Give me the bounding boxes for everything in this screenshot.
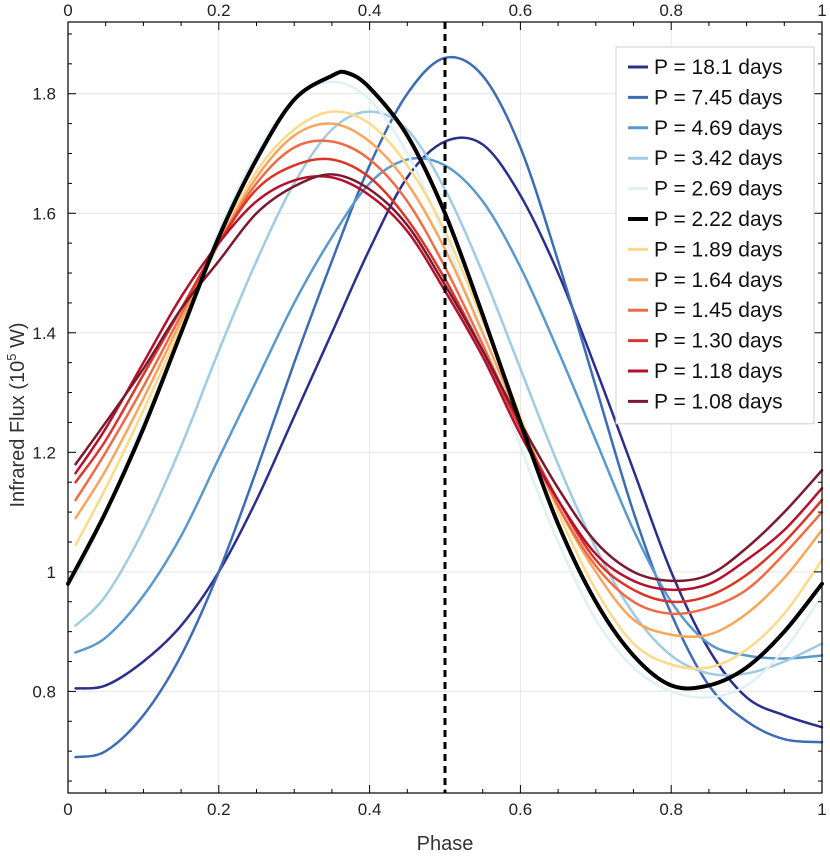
- legend: P = 18.1 days P = 7.45 days P = 4.69 days P…: [615, 46, 815, 425]
- legend-label: P = 2.22 days: [654, 208, 783, 231]
- x-tick-label: 0.4: [358, 800, 382, 819]
- legend-label: P = 1.64 days: [654, 269, 783, 292]
- y-tick-label: 1: [47, 563, 56, 582]
- series-line-1.08-days: [74, 173, 824, 583]
- y-axis-label-exponent: 5: [4, 354, 19, 361]
- x-tick-label: 1: [817, 800, 826, 819]
- x-axis-label: Phase: [417, 833, 474, 855]
- legend-label: P = 1.45 days: [654, 299, 783, 322]
- legend-label: P = 4.69 days: [654, 117, 783, 140]
- legend-label: P = 1.89 days: [654, 238, 783, 261]
- series-line-3.42-days: [74, 110, 824, 677]
- series-line-2.22-days: [66, 69, 824, 691]
- x-top-tick-label: 0.4: [358, 1, 382, 20]
- y-axis-label-main: Infrared Flux (10: [7, 361, 29, 508]
- y-axis-label: Infrared Flux (105 W): [4, 322, 29, 507]
- legend-label: P = 2.69 days: [654, 178, 783, 201]
- x-tick-label: 0.2: [207, 800, 231, 819]
- y-tick-label: 1.4: [32, 324, 56, 343]
- legend-label: P = 18.1 days: [654, 56, 783, 79]
- legend-label: P = 7.45 days: [654, 86, 783, 109]
- x-top-tick-label: 1: [817, 1, 826, 20]
- y-axis-label-unit: W): [7, 322, 29, 353]
- y-tick-label: 1.2: [32, 443, 56, 462]
- y-tick-label: 1.6: [32, 204, 56, 223]
- legend-label: P = 3.42 days: [654, 147, 783, 170]
- x-tick-label: 0.6: [509, 800, 533, 819]
- x-top-tick-label: 0: [63, 1, 72, 20]
- y-tick-label: 0.8: [32, 682, 56, 701]
- series-line-7.45-days: [74, 55, 824, 759]
- x-top-tick-label: 0.6: [509, 1, 533, 20]
- legend-label: P = 1.30 days: [654, 330, 783, 353]
- x-top-tick-label: 0.8: [659, 1, 683, 20]
- legend-label: P = 1.18 days: [654, 360, 783, 383]
- series-line-4.69-days: [74, 156, 824, 660]
- x-top-tick-label: 0.2: [207, 1, 231, 20]
- y-tick-label: 1.8: [32, 85, 56, 104]
- axis-ticks: 0 0 0.2 0.2 0.4 0.4 0.6 0.6 0.8 0.8 1 1 0.8 1 1.2 1.4 1.…: [32, 1, 826, 819]
- x-tick-label: 0.8: [659, 800, 683, 819]
- x-tick-label: 0: [63, 800, 72, 819]
- legend-label: P = 1.08 days: [654, 390, 783, 413]
- legend-box: [615, 46, 815, 425]
- series-line-1.64-days: [74, 122, 824, 639]
